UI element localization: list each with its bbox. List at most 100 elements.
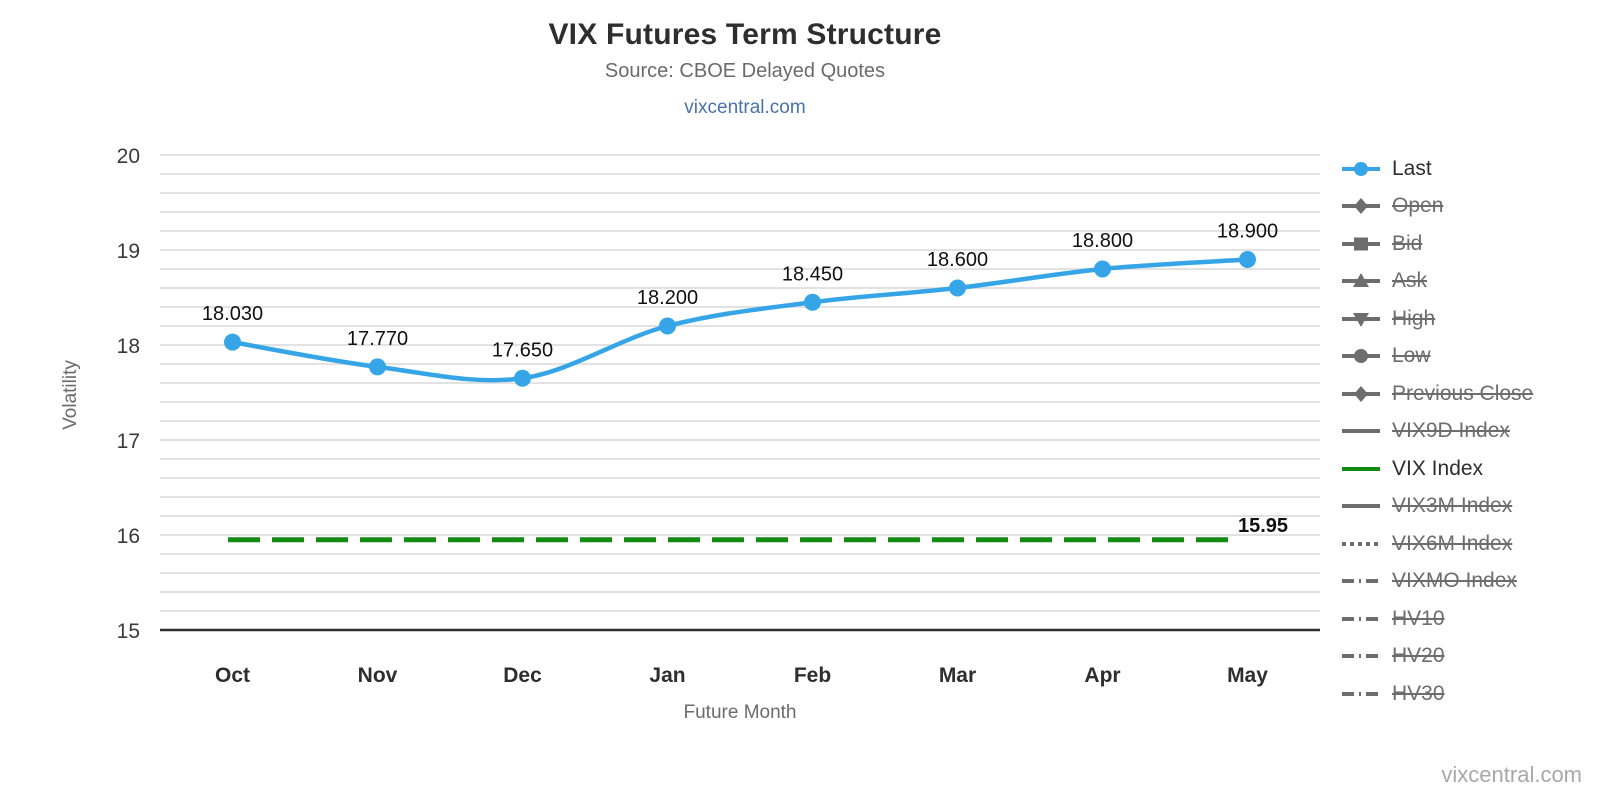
legend-marker: [1340, 569, 1382, 593]
chart-legend[interactable]: Last Open Bid Ask High Low Previous Close VIX9D…: [1340, 150, 1598, 713]
data-point[interactable]: [1094, 260, 1111, 278]
legend-item-label: Low: [1392, 344, 1431, 368]
data-point[interactable]: [1239, 251, 1256, 268]
y-axis-tick-labels: 20 19 18 17 16 15: [117, 145, 140, 643]
legend-item-label: Last: [1392, 156, 1432, 180]
page-title: VIX Futures Term Structure: [548, 18, 942, 51]
legend-item-vix3m-index[interactable]: VIX3M Index: [1340, 488, 1598, 526]
chart-subtitle: Source: CBOE Delayed Quotes: [604, 60, 886, 82]
legend-item-label: Previous Close: [1392, 381, 1534, 405]
y-axis-tick-label: 20: [117, 145, 140, 168]
data-point-label: 17.650: [492, 339, 553, 361]
x-axis-tick-label: Nov: [358, 664, 398, 687]
x-axis-tick-labels: Oct Nov Dec Jan Feb Mar Apr May: [215, 664, 1268, 687]
y-axis-tick-label: 15: [117, 620, 140, 643]
legend-marker: [1340, 644, 1382, 668]
legend-item-label: Ask: [1392, 269, 1428, 293]
legend-item-label: VIX3M Index: [1392, 494, 1513, 518]
chart-header: VIX Futures Term Structure Source: CBOE …: [0, 0, 1490, 119]
x-axis-tick-label: Jan: [649, 664, 685, 687]
triangle-up-line-icon: [1342, 273, 1380, 288]
legend-marker: [1340, 344, 1382, 368]
legend-item-low[interactable]: Low: [1340, 338, 1598, 376]
legend-item-vix9d-index[interactable]: VIX9D Index: [1340, 413, 1598, 451]
minor-gridlines: [160, 154, 1320, 612]
legend-item-vixmo-index[interactable]: VIXMO Index: [1340, 563, 1598, 601]
legend-item-label: HV10: [1392, 606, 1445, 630]
diamond-line-icon: [1342, 198, 1380, 215]
major-gridlines: [160, 154, 1320, 536]
legend-marker: [1340, 194, 1382, 218]
x-axis-tick-label: Apr: [1084, 664, 1120, 687]
x-axis-tick-label: Dec: [503, 664, 542, 687]
legend-item-label: VIX Index: [1392, 456, 1484, 480]
y-axis-tick-label: 19: [117, 240, 140, 263]
triangle-down-line-icon: [1342, 312, 1380, 327]
x-axis-tick-label: Mar: [939, 664, 976, 687]
legend-marker: [1340, 307, 1382, 331]
dashdot-line-icon: [1342, 579, 1380, 584]
legend-marker: [1340, 607, 1382, 631]
legend-marker: [1340, 419, 1382, 443]
data-point[interactable]: [659, 317, 676, 335]
x-axis-title: Future Month: [684, 702, 797, 723]
legend-marker: [1340, 157, 1382, 181]
circle-line-icon: [1342, 349, 1380, 364]
data-point[interactable]: [949, 279, 966, 297]
y-axis-tick-label: 18: [117, 335, 140, 358]
data-point-label: 17.770: [347, 328, 408, 350]
legend-marker: [1340, 457, 1382, 481]
legend-marker: [1340, 232, 1382, 256]
legend-item-high[interactable]: High: [1340, 300, 1598, 338]
data-point-label: 18.450: [782, 263, 843, 285]
legend-marker: [1340, 494, 1382, 518]
legend-item-open[interactable]: Open: [1340, 188, 1598, 226]
data-point[interactable]: [514, 369, 531, 387]
legend-item-last[interactable]: Last: [1340, 150, 1598, 188]
legend-item-label: HV30: [1392, 681, 1445, 705]
legend-item-ask[interactable]: Ask: [1340, 263, 1598, 301]
reference-line-labels: 15.95: [1238, 515, 1288, 537]
legend-item-label: HV20: [1392, 644, 1445, 668]
y-axis-title: Volatility: [60, 360, 81, 430]
last-series-point-labels: 18.030 17.770 17.650 18.200 18.450 18.600 18.8…: [202, 221, 1278, 362]
legend-item-hv10[interactable]: HV10: [1340, 600, 1598, 638]
legend-marker: [1340, 532, 1382, 556]
last-series-points: [224, 251, 1256, 387]
legend-item-vix6m-index[interactable]: VIX6M Index: [1340, 525, 1598, 563]
legend-item-label: Open: [1392, 194, 1444, 218]
circle-line-icon: [1342, 161, 1380, 176]
legend-marker: [1340, 682, 1382, 706]
square-line-icon: [1342, 237, 1380, 251]
legend-item-label: High: [1392, 306, 1436, 330]
data-point-label: 18.600: [927, 249, 988, 271]
x-axis-tick-label: Feb: [794, 664, 831, 687]
solid-line-icon: [1342, 504, 1380, 509]
diamond-line-icon: [1342, 385, 1380, 402]
data-point[interactable]: [804, 293, 821, 311]
legend-item-hv30[interactable]: HV30: [1340, 675, 1598, 713]
data-point[interactable]: [224, 333, 241, 351]
legend-marker: [1340, 269, 1382, 293]
legend-item-bid[interactable]: Bid: [1340, 225, 1598, 263]
solid-line-icon: [1342, 429, 1380, 434]
data-point-label: 18.900: [1217, 221, 1278, 243]
solid-line-icon: [1342, 466, 1380, 471]
legend-item-hv20[interactable]: HV20: [1340, 638, 1598, 676]
legend-item-label: VIX9D Index: [1392, 419, 1510, 443]
y-axis-tick-label: 17: [117, 430, 140, 453]
watermark: vixcentral.com: [1441, 762, 1582, 787]
x-axis-tick-label: May: [1227, 664, 1268, 687]
dotted-line-icon: [1342, 541, 1380, 546]
data-point-label: 18.800: [1072, 230, 1133, 252]
last-series-line: [230, 257, 1250, 383]
vix-index-value-label: 15.95: [1238, 515, 1288, 537]
legend-item-previous-close[interactable]: Previous Close: [1340, 375, 1598, 413]
y-axis-tick-label: 16: [117, 525, 140, 548]
legend-item-vix-index[interactable]: VIX Index: [1340, 450, 1598, 488]
data-point[interactable]: [369, 358, 386, 376]
source-link[interactable]: vixcentral.com: [684, 97, 806, 118]
legend-item-label: Bid: [1392, 231, 1423, 255]
